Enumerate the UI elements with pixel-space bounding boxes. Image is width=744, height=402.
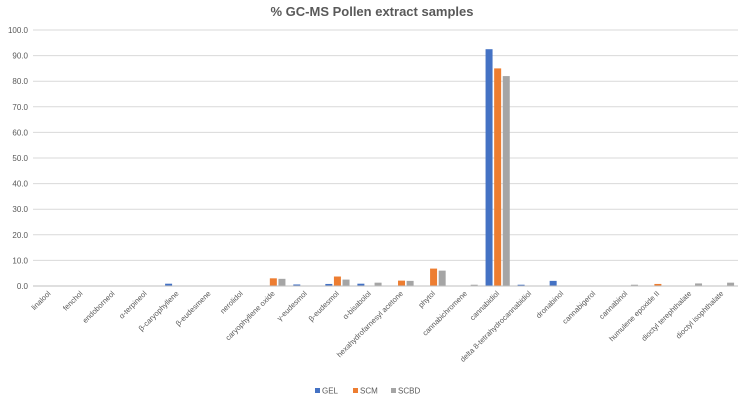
bars: [165, 49, 734, 286]
x-tick-label: cannabidiol: [468, 289, 501, 322]
bar-scbd: [343, 280, 350, 286]
y-tick-label: 10.0: [12, 256, 28, 265]
legend-label: GEL: [322, 387, 339, 396]
x-tick-label: phytol: [416, 289, 437, 310]
x-tick-label: hexahydrofarnesyl acetone: [335, 289, 405, 359]
bar-scm: [398, 281, 405, 286]
y-tick-label: 40.0: [12, 180, 28, 189]
y-tick-label: 80.0: [12, 77, 28, 86]
y-tick-label: 90.0: [12, 52, 28, 61]
x-tick-label: α-terpineol: [117, 289, 149, 321]
x-tick-label: nerolidol: [218, 289, 245, 316]
y-axis-ticks: 100.0 90.0 80.0 70.0 60.0 50.0 40.0 30.0 20.0 10.…: [8, 26, 29, 291]
x-tick-label: endoborneol: [81, 289, 117, 325]
x-tick-label: γ-eudesmol: [275, 289, 309, 323]
x-tick-label: cannabigerol: [560, 289, 597, 326]
legend: GEL SCM SCBD: [315, 387, 420, 396]
legend-swatch-gel: [315, 388, 320, 393]
bar-scm: [494, 68, 501, 286]
y-tick-label: 100.0: [8, 26, 29, 35]
bar-scm: [270, 278, 277, 286]
bar-gel: [550, 281, 557, 286]
legend-swatch-scbd: [391, 388, 396, 393]
y-tick-label: 30.0: [12, 205, 28, 214]
bar-gel: [486, 49, 493, 286]
y-tick-label: 60.0: [12, 128, 28, 137]
chart-title: % GC-MS Pollen extract samples: [270, 4, 473, 19]
legend-swatch-scm: [353, 388, 358, 393]
x-tick-label: α-bisabolol: [341, 289, 373, 321]
bar-scbd: [278, 279, 285, 286]
x-tick-label: β-eudesmol: [307, 289, 341, 323]
x-tick-label: fenchol: [61, 289, 85, 313]
bar-scbd: [407, 281, 414, 286]
bar-scbd: [439, 271, 446, 286]
y-tick-label: 50.0: [12, 154, 28, 163]
x-tick-label: cannabinol: [597, 289, 629, 321]
gridlines: [33, 30, 738, 260]
bar-scm: [430, 269, 437, 286]
y-tick-label: 0.0: [17, 282, 29, 291]
y-tick-label: 20.0: [12, 231, 28, 240]
legend-label: SCM: [360, 387, 378, 396]
bar-scm: [334, 277, 341, 286]
bar-scbd: [503, 76, 510, 286]
x-tick-label: linalool: [30, 289, 53, 312]
legend-label: SCBD: [398, 387, 420, 396]
y-tick-label: 70.0: [12, 103, 28, 112]
x-tick-label: dronabinol: [534, 289, 565, 320]
